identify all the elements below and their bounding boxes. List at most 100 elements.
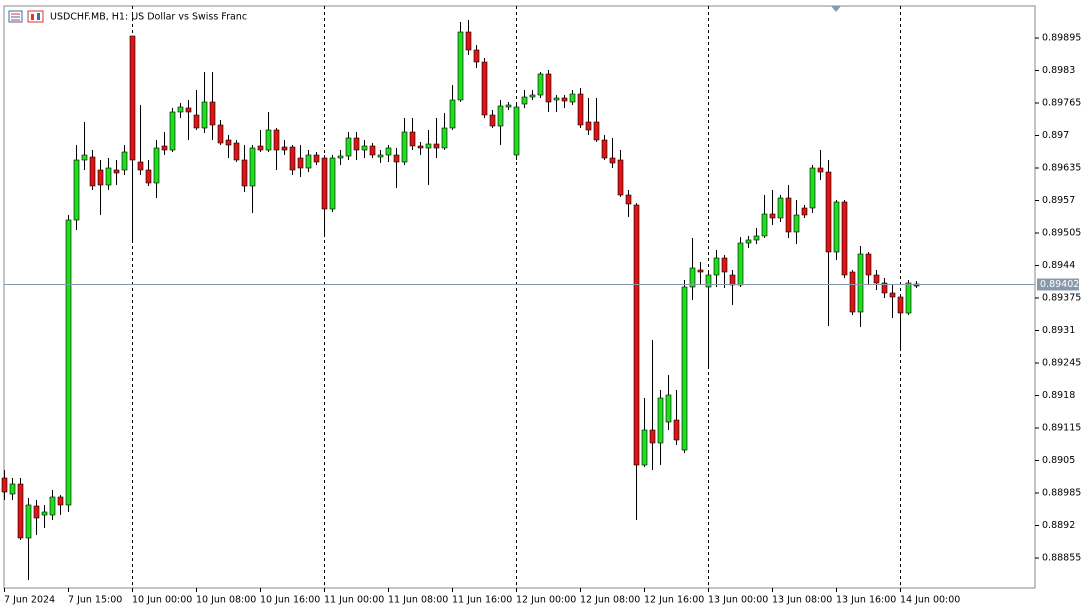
candle-body [169,111,176,151]
candle-body [713,257,720,276]
candle-body [897,296,904,314]
y-tick-label: 0.89765 [1042,98,1081,109]
candle-body [881,282,888,294]
y-tick-label: 0.897 [1042,130,1069,141]
candle-body [49,496,56,516]
candle-body [753,235,760,241]
candle-body [633,204,640,466]
candle-body [241,159,248,187]
candle-body [57,496,64,506]
candle-body [193,114,200,129]
candle-body [505,104,512,108]
y-tick-label: 0.8892 [1042,520,1075,531]
candle-body [513,106,520,156]
x-tick-label: 7 Jun 2024 [4,595,55,606]
candle-body [793,214,800,233]
x-tick-label: 10 Jun 16:00 [260,595,320,606]
x-tick-label: 13 Jun 16:00 [836,595,896,606]
candle-body [489,114,496,127]
candle-body [233,142,240,161]
candle-body [761,213,768,237]
candle-body [625,194,632,205]
candle-body [609,157,616,164]
candle-body [569,93,576,103]
candle-body [705,274,712,288]
candle-body [457,31,464,101]
candle-body [257,145,264,151]
candle-body [441,127,448,149]
candle-body [601,139,608,159]
candle-body [593,121,600,141]
candle-body [641,429,648,466]
y-tick-label: 0.89375 [1042,293,1081,304]
title-icons [8,10,44,23]
y-tick-label: 0.88855 [1042,553,1081,564]
x-tick-label: 12 Jun 16:00 [644,595,704,606]
candle-body [121,151,128,171]
x-tick-label: 11 Jun 16:00 [452,595,512,606]
x-tick-label: 13 Jun 00:00 [708,595,768,606]
candle-body [617,159,624,196]
candle-body [521,96,528,105]
x-tick-label: 13 Jun 08:00 [772,595,832,606]
candle-body [585,121,592,131]
candle-body [697,269,704,273]
candle-body [249,147,256,187]
icon [37,13,40,20]
x-tick-label: 7 Jun 15:00 [68,595,122,606]
candle-body [145,169,152,184]
last-price-box [1037,278,1079,291]
candle-body [217,124,224,144]
candle-body [537,73,544,96]
candle-body [737,242,744,286]
candle-body [305,154,312,169]
y-tick-label: 0.8957 [1042,195,1075,206]
y-tick-label: 0.89505 [1042,228,1081,239]
chart-title: USDCHF.MB, H1: US Dollar vs Swiss Franc [50,12,247,23]
candle-body [561,97,568,102]
candle-body [681,286,688,451]
candle-body [825,171,832,253]
candle-body [465,31,472,51]
candle-body [689,267,696,288]
candle-body [185,107,192,113]
candle-body [657,397,664,444]
candle-body [209,101,216,126]
x-tick-label: 12 Jun 00:00 [516,595,576,606]
candle-body [809,167,816,209]
candle-body [153,147,160,184]
icon [31,14,34,20]
candle-body [273,129,280,151]
candle-body [905,282,912,314]
candle-body [97,169,104,186]
candle-body [289,146,296,171]
candle-body [161,145,168,151]
candle-body [665,394,672,423]
x-tick-label: 10 Jun 08:00 [196,595,256,606]
candle-body [353,137,360,151]
candle-body [265,129,272,151]
candle-body [361,145,368,151]
x-tick-label: 10 Jun 00:00 [132,595,192,606]
candle-body [329,157,336,210]
candle-body [769,213,776,219]
candle-body [865,253,872,276]
candle-body [73,159,80,221]
candle-body [449,99,456,129]
candle-body [577,93,584,126]
candle-body [817,167,824,173]
candle-body [345,137,352,157]
candle-body [801,207,808,216]
candle-body [41,511,48,516]
candle-body [385,147,392,156]
candle-body [889,292,896,298]
x-tick-label: 14 Jun 00:00 [900,595,960,606]
y-tick-label: 0.88985 [1042,488,1081,499]
candle-body [321,157,328,210]
candle-body [649,429,656,444]
candle-body [113,169,120,174]
candle-body [777,197,784,219]
candle-body [745,239,752,244]
y-tick-label: 0.8983 [1042,65,1075,76]
candle-body [849,271,856,313]
